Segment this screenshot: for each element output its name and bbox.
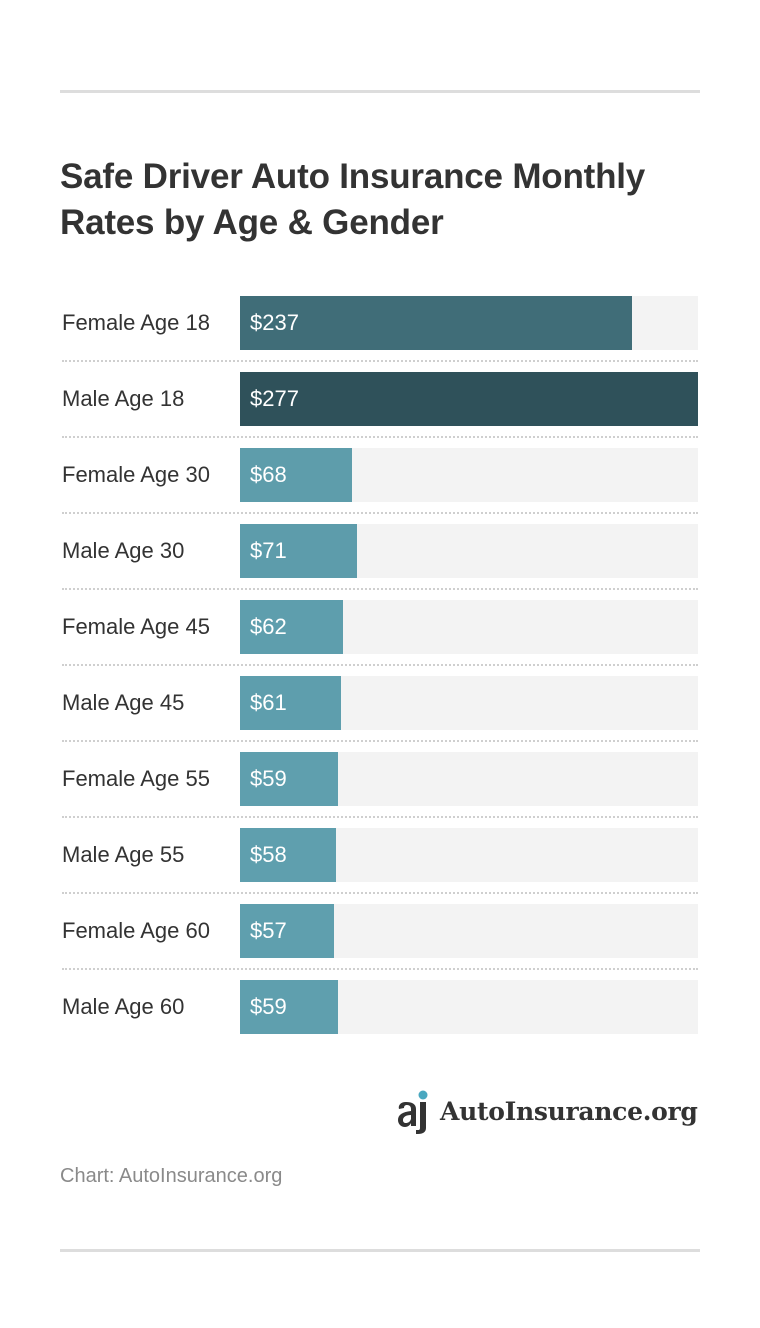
bottom-rule [60,1249,700,1252]
bar: $62 [240,600,343,654]
autoinsurance-logo[interactable]: AutoInsurance.org [396,1090,698,1134]
bar: $58 [240,828,336,882]
row-divider [62,816,698,818]
bar: $61 [240,676,341,730]
category-label: Male Age 30 [62,538,185,563]
bar-track: $62 [240,600,698,654]
chart-title: Safe Driver Auto Insurance Monthly Rates… [60,157,646,242]
category-label: Male Age 55 [62,842,185,867]
category-label: Male Age 45 [62,690,185,715]
bar: $237 [240,296,632,350]
bar-track: $277 [240,372,698,426]
bar-track: $68 [240,448,698,502]
bar: $57 [240,904,334,958]
category-label: Female Age 45 [62,614,210,639]
autoinsurance-logo-icon [398,1090,428,1134]
bar-value-label: $61 [250,690,287,715]
bar-track: $237 [240,296,698,350]
row-divider [62,436,698,438]
row-divider [62,588,698,590]
category-label: Female Age 30 [62,462,210,487]
bar-value-label: $277 [250,386,299,411]
bar-track: $59 [240,752,698,806]
bar-track: $57 [240,904,698,958]
category-label: Female Age 60 [62,918,210,943]
bar-chart: Female Age 18 $237 Male Age 18 $277 Female A… [62,296,698,1034]
bar: $68 [240,448,352,502]
bar: $277 [240,372,698,426]
row-divider [62,512,698,514]
bar-value-label: $57 [250,918,287,943]
category-label: Female Age 18 [62,310,210,335]
row-divider [62,968,698,970]
row-divider [62,740,698,742]
category-label: Female Age 55 [62,766,210,791]
bar-track: $59 [240,980,698,1034]
bar: $59 [240,980,338,1034]
logo-text: AutoInsurance.org [440,1097,698,1126]
bar-value-label: $68 [250,462,287,487]
bar: $59 [240,752,338,806]
bar: $71 [240,524,357,578]
bar-value-label: $71 [250,538,287,563]
row-divider [62,664,698,666]
row-divider [62,360,698,362]
row-divider [62,892,698,894]
bar-track: $58 [240,828,698,882]
bar-track: $61 [240,676,698,730]
category-label: Male Age 18 [62,386,185,411]
bar-value-label: $59 [250,766,287,791]
bar-value-label: $62 [250,614,287,639]
bar-value-label: $59 [250,994,287,1019]
top-rule [60,90,700,93]
category-label: Male Age 60 [62,994,185,1019]
bar-value-label: $237 [250,310,299,335]
chart-source: Chart: AutoInsurance.org [60,1165,283,1187]
bar-track: $71 [240,524,698,578]
bar-value-label: $58 [250,842,287,867]
